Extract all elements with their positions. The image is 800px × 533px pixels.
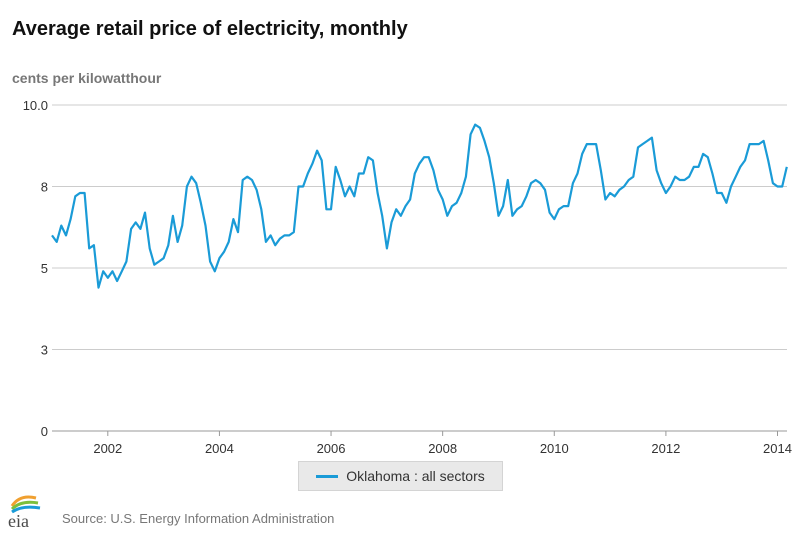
y-axis-tick-labels: 0 3 5 8 10.0: [23, 98, 48, 439]
y-tick-label: 0: [41, 424, 48, 439]
y-tick-label: 3: [41, 343, 48, 358]
legend-swatch: [316, 474, 339, 478]
source-note: Source: U.S. Energy Information Administ…: [62, 511, 335, 526]
chart-title: Average retail price of electricity, mon…: [12, 18, 408, 40]
y-tick-label: 10.0: [23, 98, 48, 113]
gridlines: [52, 104, 787, 432]
x-tick-label: 2002: [93, 441, 122, 456]
y-tick-label: 8: [41, 180, 48, 195]
y-axis-units-label: cents per kilowatthour: [12, 70, 162, 86]
series-line-oklahoma[interactable]: [51, 123, 788, 289]
legend-label: Oklahoma : all sectors: [346, 468, 485, 484]
y-tick-label: 5: [41, 261, 48, 276]
logo-text: eia: [8, 511, 29, 530]
x-tick-label: 2008: [428, 441, 457, 456]
x-axis-tick-labels: 2002 2004 2006 2008 2010 2012 2014: [93, 431, 792, 456]
series-group: [51, 123, 788, 289]
x-tick-label: 2006: [317, 441, 346, 456]
x-tick-label: 2010: [540, 441, 569, 456]
x-tick-label: 2014: [763, 441, 792, 456]
chart-legend[interactable]: Oklahoma : all sectors: [298, 461, 503, 491]
x-tick-label: 2012: [651, 441, 680, 456]
eia-logo-icon: eia: [8, 495, 41, 530]
x-tick-label: 2004: [205, 441, 234, 456]
